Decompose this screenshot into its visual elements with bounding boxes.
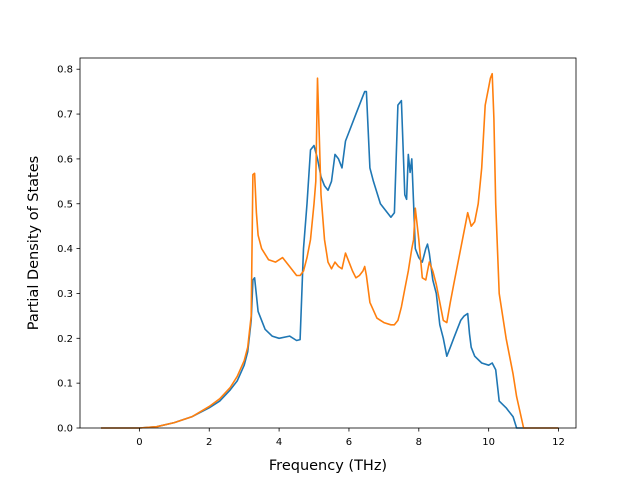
series-layer: [101, 72, 559, 429]
y-tick-label: 0.3: [57, 289, 73, 300]
x-tick-label: 6: [346, 437, 352, 448]
x-axis-ticks: 0 2 4 6 8 10 12: [136, 428, 565, 448]
y-tick-label: 0.0: [57, 424, 73, 435]
series-line-2: [101, 72, 559, 429]
y-axis-label: Partial Density of States: [26, 156, 42, 330]
y-tick-label: 0.6: [57, 154, 73, 165]
plot-frame: [79, 57, 577, 429]
x-tick-label: 2: [206, 437, 212, 448]
x-tick-label: 10: [482, 437, 495, 448]
series-line-1: [101, 90, 559, 429]
y-tick-label: 0.2: [57, 334, 73, 345]
x-tick-label: 0: [136, 437, 142, 448]
x-axis-label: Frequency (THz): [269, 458, 387, 474]
y-tick-label: 0.8: [57, 65, 73, 76]
x-tick-label: 12: [552, 437, 565, 448]
y-tick-label: 0.5: [57, 199, 73, 210]
x-tick-label: 4: [276, 437, 282, 448]
y-tick-label: 0.1: [57, 379, 73, 390]
x-tick-label: 8: [416, 437, 422, 448]
y-tick-label: 0.4: [57, 244, 73, 255]
y-axis-ticks: 0.0 0.1 0.2 0.3 0.4 0.5 0.6 0.7 0.8: [57, 65, 80, 435]
y-tick-label: 0.7: [57, 110, 73, 121]
